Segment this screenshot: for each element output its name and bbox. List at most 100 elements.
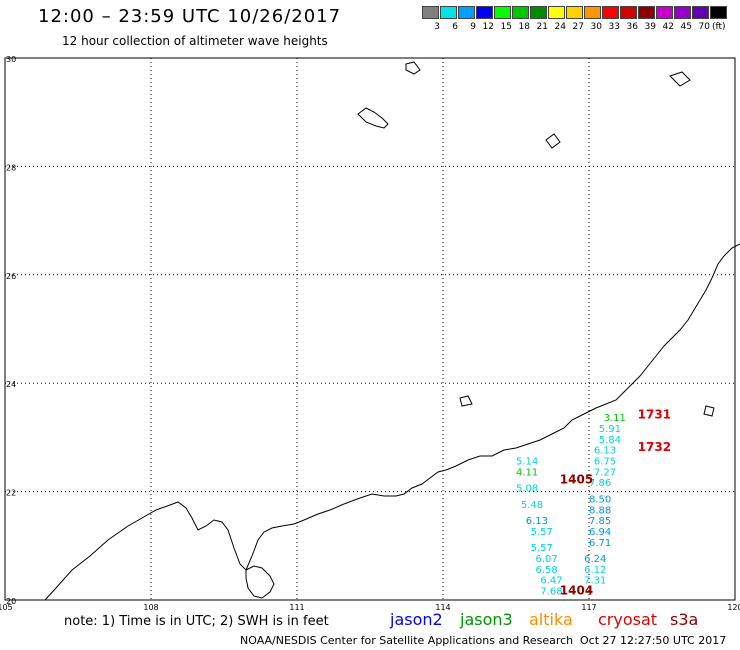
colorbar-swatch xyxy=(692,6,709,19)
legend-altika: altika xyxy=(529,610,573,629)
wave-height-reading: 3.11 xyxy=(604,413,626,424)
pass-time-label: 1404 xyxy=(560,584,593,598)
pass-time-label: 1731 xyxy=(638,407,671,421)
lat-lon-grid: 105 108 111 114 117 120 30 28 26 24 22 20 xyxy=(0,55,740,612)
wave-height-reading: 7.31 xyxy=(584,576,606,587)
island-north-4 xyxy=(669,71,691,87)
colorbar-tick-label: 3 xyxy=(434,22,440,32)
colorbar-tick-label: 18 xyxy=(518,22,530,32)
wave-height-readings: 3.115.915.846.136.757.277.868.508.887.85… xyxy=(516,413,626,597)
legend-cryosat: cryosat xyxy=(598,610,658,629)
latitude-tick-label: 20 xyxy=(6,597,16,606)
legend-s3a: s3a xyxy=(670,610,699,629)
wave-height-reading: 6.75 xyxy=(594,457,616,468)
wave-height-reading: 7.86 xyxy=(589,478,611,489)
colorbar-tick-label: 39 xyxy=(644,22,656,32)
longitude-tick-label: 111 xyxy=(289,603,304,612)
wave-height-reading: 6.47 xyxy=(540,576,562,587)
island-east-2 xyxy=(703,405,715,417)
colorbar-swatch xyxy=(476,6,493,19)
colorbar-swatch xyxy=(710,6,727,19)
wave-height-reading: 5.91 xyxy=(599,424,621,435)
colorbar-tick-label: 30 xyxy=(590,22,602,32)
island-north-3 xyxy=(545,133,561,149)
wave-height-reading: 5.14 xyxy=(516,457,538,468)
wave-height-reading: 6.58 xyxy=(535,565,557,576)
credit-line: NOAA/NESDIS Center for Satellite Applica… xyxy=(240,634,574,647)
coastline-hainan xyxy=(245,565,275,599)
colorbar-swatch xyxy=(440,6,457,19)
colorbar-tick-label: 36 xyxy=(626,22,638,32)
colorbar-swatch xyxy=(638,6,655,19)
colorbar-swatch xyxy=(674,6,691,19)
colorbar-swatch xyxy=(566,6,583,19)
longitude-tick-label: 105 xyxy=(0,603,13,612)
wave-height-reading: 5.57 xyxy=(531,543,553,554)
wave-height-reading: 7.27 xyxy=(594,467,616,478)
map-title: 12:00 – 23:59 UTC 10/26/2017 xyxy=(38,6,342,27)
wave-height-reading: 4.11 xyxy=(516,467,538,478)
wave-height-reading: 5.48 xyxy=(521,500,543,511)
latitude-tick-label: 30 xyxy=(6,55,16,64)
pass-time-label: 1405 xyxy=(560,472,593,486)
colorbar-swatch xyxy=(620,6,637,19)
map-subtitle: 12 hour collection of altimeter wave hei… xyxy=(62,34,328,48)
colorbar-tick-label: 6 xyxy=(452,22,458,32)
colorbar-tick-label: 15 xyxy=(500,22,512,32)
colorbar-swatch xyxy=(656,6,673,19)
island-north-2 xyxy=(405,61,421,75)
wave-height-reading: 5.08 xyxy=(516,484,538,495)
colorbar-tick-label: 45 xyxy=(680,22,692,32)
wave-height-reading: 6.24 xyxy=(584,554,606,565)
island-north-1 xyxy=(357,107,389,129)
colorbar-swatch xyxy=(530,6,547,19)
longitude-tick-label: 114 xyxy=(435,603,450,612)
coastline-mainland xyxy=(44,243,740,601)
wave-height-reading: 6.13 xyxy=(526,516,548,527)
coastline xyxy=(44,61,740,601)
longitude-tick-label: 120 xyxy=(727,603,740,612)
colorbar-tick-label: 24 xyxy=(554,22,566,32)
generated-timestamp: Oct 27 12:27:50 UTC 2017 xyxy=(580,634,727,647)
satellite-pass-times: 1731 1732 1405 1404 xyxy=(560,407,671,597)
pass-time-label: 1732 xyxy=(638,440,671,454)
wave-height-reading: 5.57 xyxy=(531,527,553,538)
colorbar-swatch xyxy=(584,6,601,19)
latitude-tick-label: 28 xyxy=(6,163,16,172)
colorbar-ticks: 3 6 9 12 15 18 21 24 27 30 33 36 39 42 45 70 (ft) xyxy=(422,22,732,32)
latitude-tick-label: 24 xyxy=(6,380,16,389)
colorbar-tick-label: 27 xyxy=(572,22,584,32)
wave-height-reading: 6.71 xyxy=(589,538,611,549)
wave-height-reading: 6.13 xyxy=(594,446,616,457)
longitude-tick-label: 117 xyxy=(581,603,596,612)
wave-height-reading: 8.50 xyxy=(589,494,611,505)
longitude-tick-label: 108 xyxy=(143,603,158,612)
colorbar-tick-label: 33 xyxy=(608,22,620,32)
island-east-1 xyxy=(459,395,473,407)
units-note: note: 1) Time is in UTC; 2) SWH is in fe… xyxy=(64,614,329,629)
colorbar-unit: (ft) xyxy=(712,22,726,32)
colorbar-tick-label: 42 xyxy=(662,22,674,32)
colorbar-tick-label: 70 xyxy=(698,22,710,32)
colorbar-swatch xyxy=(494,6,511,19)
colorbar-swatch xyxy=(422,6,439,19)
wave-height-reading: 6.94 xyxy=(589,527,611,538)
legend-jason2: jason2 xyxy=(390,610,443,629)
colorbar-tick-label: 21 xyxy=(536,22,548,32)
colorbar-swatch xyxy=(458,6,475,19)
colorbar-swatch xyxy=(512,6,529,19)
colorbar-swatch xyxy=(548,6,565,19)
wave-height-reading: 6.07 xyxy=(535,554,557,565)
wave-height-colorbar xyxy=(422,6,728,19)
colorbar-tick-label: 9 xyxy=(470,22,476,32)
wave-height-reading: 5.84 xyxy=(599,435,621,446)
legend-jason3: jason3 xyxy=(460,610,513,629)
wave-height-reading: 7.68 xyxy=(540,587,562,598)
latitude-tick-label: 22 xyxy=(6,489,16,498)
colorbar-tick-label: 12 xyxy=(482,22,494,32)
latitude-tick-label: 26 xyxy=(6,272,16,281)
wave-height-reading: 7.85 xyxy=(589,516,611,527)
colorbar-swatch xyxy=(602,6,619,19)
